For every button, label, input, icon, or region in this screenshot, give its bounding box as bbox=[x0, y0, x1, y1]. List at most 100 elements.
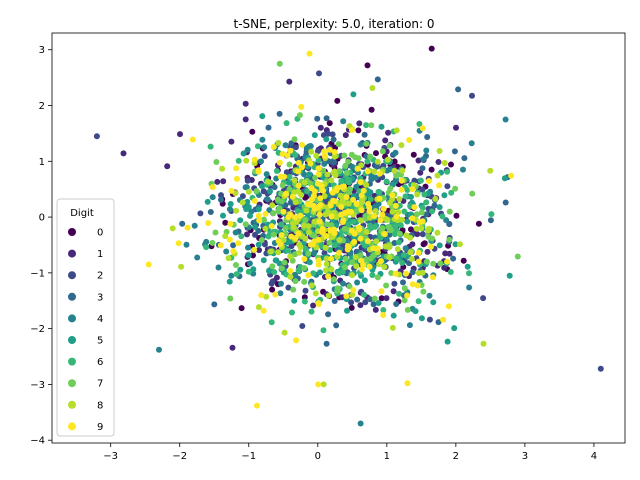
scatter-point-digit-9 bbox=[404, 292, 411, 299]
scatter-point-digit-3 bbox=[207, 209, 214, 215]
scatter-point-digit-4 bbox=[460, 166, 466, 173]
scatter-point-digit-7 bbox=[423, 258, 430, 265]
scatter-point-digit-8 bbox=[313, 152, 320, 159]
scatter-point-digit-9 bbox=[398, 186, 405, 193]
scatter-point-digit-0 bbox=[301, 294, 308, 301]
scatter-point-digit-7 bbox=[270, 210, 277, 217]
scatter-point-digit-5 bbox=[260, 257, 267, 264]
scatter-point-digit-8 bbox=[322, 267, 329, 274]
scatter-point-digit-9 bbox=[321, 148, 328, 155]
x-tick-label: −1 bbox=[241, 451, 256, 462]
scatter-point-digit-9 bbox=[358, 257, 365, 264]
scatter-point-digit-3 bbox=[370, 301, 377, 308]
scatter-point-digit-9 bbox=[255, 168, 262, 175]
scatter-point-digit-9 bbox=[285, 214, 292, 221]
scatter-point-digit-9 bbox=[326, 146, 333, 153]
scatter-point-digit-8 bbox=[393, 127, 400, 134]
scatter-point-digit-0 bbox=[222, 219, 229, 226]
scatter-point-digit-8 bbox=[328, 266, 335, 273]
scatter-point-digit-2 bbox=[316, 70, 322, 77]
scatter-point-digit-2 bbox=[391, 280, 398, 287]
scatter-point-digit-4 bbox=[340, 280, 347, 287]
scatter-point-digit-8 bbox=[371, 168, 378, 175]
scatter-point-digit-6 bbox=[233, 271, 240, 278]
scatter-point-digit-7 bbox=[279, 182, 286, 189]
scatter-point-digit-6 bbox=[304, 188, 311, 195]
scatter-point-digit-9 bbox=[340, 183, 347, 190]
scatter-point-digit-8 bbox=[414, 191, 421, 198]
scatter-point-digit-4 bbox=[375, 200, 382, 207]
y-tick-label: 1 bbox=[39, 157, 45, 168]
scatter-point-digit-8 bbox=[418, 225, 425, 232]
legend-label-digit-1: 1 bbox=[97, 249, 103, 260]
scatter-point-digit-9 bbox=[251, 246, 258, 253]
legend-marker-digit-2 bbox=[68, 271, 76, 280]
scatter-point-digit-9 bbox=[295, 168, 302, 175]
scatter-point-digit-2 bbox=[283, 169, 290, 176]
scatter-point-digit-7 bbox=[344, 169, 350, 176]
scatter-point-digit-2 bbox=[469, 92, 475, 99]
scatter-point-digit-1 bbox=[256, 247, 262, 254]
scatter-point-digit-9 bbox=[419, 125, 426, 132]
scatter-point-digit-3 bbox=[314, 115, 321, 122]
scatter-point-digit-8 bbox=[322, 244, 329, 251]
scatter-point-digit-5 bbox=[240, 150, 247, 157]
scatter-point-digit-4 bbox=[277, 290, 284, 297]
scatter-point-digit-9 bbox=[280, 151, 286, 157]
scatter-point-digit-9 bbox=[233, 175, 240, 182]
scatter-point-digit-3 bbox=[446, 221, 453, 228]
scatter-point-digit-2 bbox=[315, 148, 321, 155]
scatter-point-digit-1 bbox=[273, 274, 280, 281]
scatter-point-digit-9 bbox=[360, 187, 367, 194]
y-axis: −4 −3 −2 −1 0 1 2 3 bbox=[30, 45, 52, 447]
scatter-point-digit-9 bbox=[353, 201, 360, 207]
scatter-point-digit-2 bbox=[218, 192, 224, 199]
scatter-point-digit-4 bbox=[223, 248, 230, 255]
scatter-point-digit-6 bbox=[361, 291, 367, 298]
scatter-point-digit-9 bbox=[268, 223, 275, 230]
scatter-point-digit-5 bbox=[412, 308, 419, 315]
scatter-point-digit-8 bbox=[264, 178, 271, 185]
legend-label-digit-7: 7 bbox=[97, 379, 103, 390]
legend-label-digit-6: 6 bbox=[97, 357, 103, 368]
scatter-point-digit-9 bbox=[379, 211, 386, 218]
scatter-point-digit-4 bbox=[423, 147, 430, 154]
scatter-point-digit-2 bbox=[419, 231, 426, 238]
scatter-point-digit-5 bbox=[361, 277, 368, 284]
scatter-point-digit-7 bbox=[437, 260, 444, 267]
scatter-point-digit-7 bbox=[286, 161, 293, 168]
scatter-point-digit-7 bbox=[425, 233, 432, 240]
scatter-point-digit-3 bbox=[393, 301, 400, 307]
scatter-point-digit-9 bbox=[416, 219, 423, 226]
scatter-point-digit-3 bbox=[374, 163, 380, 170]
scatter-point-digit-9 bbox=[444, 258, 451, 265]
scatter-point-digit-3 bbox=[276, 110, 283, 117]
scatter-point-digit-3 bbox=[323, 340, 330, 347]
scatter-point-digit-8 bbox=[311, 218, 318, 225]
scatter-point-digit-8 bbox=[331, 168, 338, 175]
scatter-point-digit-4 bbox=[258, 158, 264, 165]
y-tick-label: 3 bbox=[39, 45, 45, 56]
scatter-point-digit-7 bbox=[213, 159, 220, 165]
scatter-point-digit-7 bbox=[404, 306, 411, 313]
scatter-point-digit-9 bbox=[429, 274, 436, 281]
scatter-point-digit-8 bbox=[441, 160, 448, 166]
y-tick-label: −2 bbox=[30, 324, 45, 335]
x-tick-label: 0 bbox=[315, 451, 321, 462]
scatter-point-digit-9 bbox=[392, 202, 399, 209]
scatter-point-digit-1 bbox=[446, 250, 453, 257]
scatter-point-digit-7 bbox=[446, 208, 453, 215]
scatter-point-digit-0 bbox=[238, 305, 245, 312]
scatter-point-digit-9 bbox=[350, 196, 357, 203]
scatter-point-digit-9 bbox=[289, 193, 296, 200]
scatter-point-digit-0 bbox=[348, 304, 355, 311]
scatter-point-digit-2 bbox=[348, 299, 355, 306]
scatter-point-digit-6 bbox=[466, 270, 472, 277]
scatter-point-digit-1 bbox=[409, 241, 416, 248]
scatter-point-digit-9 bbox=[292, 214, 299, 221]
scatter-point-digit-9 bbox=[445, 303, 452, 310]
scatter-point-digit-9 bbox=[226, 236, 233, 243]
scatter-point-digit-5 bbox=[506, 272, 513, 279]
scatter-point-digit-9 bbox=[189, 136, 196, 143]
scatter-point-digit-9 bbox=[357, 179, 364, 186]
